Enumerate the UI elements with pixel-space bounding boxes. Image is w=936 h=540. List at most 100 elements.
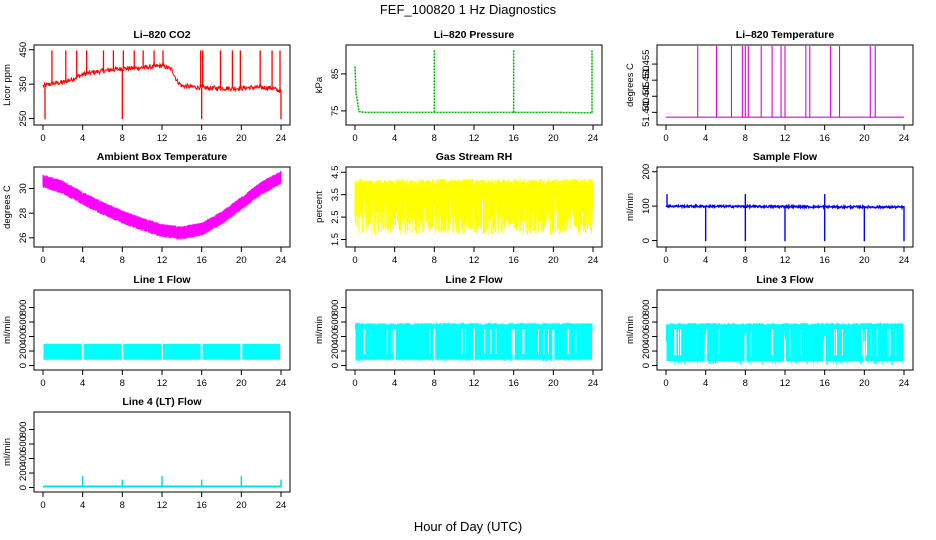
panel-title: Line 1 Flow xyxy=(133,274,191,286)
y-tick-label: 2.5 xyxy=(330,210,341,223)
panel-title: Li–820 Pressure xyxy=(434,29,515,41)
x-tick-label: 4 xyxy=(392,133,397,144)
x-tick-label: 20 xyxy=(236,500,247,511)
y-axis-label: degrees C xyxy=(2,185,13,229)
flow-band xyxy=(202,343,241,360)
x-tick-label: 8 xyxy=(120,255,125,266)
x-tick-label: 20 xyxy=(859,133,870,144)
y-axis-label: ml/min xyxy=(625,316,636,344)
x-tick-label: 12 xyxy=(157,255,168,266)
y-axis-label: degrees C xyxy=(625,63,636,107)
x-tick-label: 8 xyxy=(743,133,748,144)
x-tick-label: 20 xyxy=(236,378,247,389)
x-tick-label: 20 xyxy=(859,255,870,266)
x-tick-label: 24 xyxy=(899,255,910,266)
series-band xyxy=(42,171,282,240)
flow-band xyxy=(514,324,553,360)
x-tick-label: 0 xyxy=(352,255,357,266)
x-tick-label: 4 xyxy=(392,378,397,389)
y-tick-label: 600 xyxy=(641,314,652,330)
x-tick-label: 0 xyxy=(40,255,45,266)
panel-title: Sample Flow xyxy=(753,151,818,163)
x-tick-label: 16 xyxy=(508,378,519,389)
y-tick-label: 200 xyxy=(18,465,29,481)
x-tick-label: 8 xyxy=(120,133,125,144)
x-tick-label: 8 xyxy=(743,255,748,266)
y-tick-label: 800 xyxy=(641,300,652,316)
y-tick-label: 1.5 xyxy=(330,233,341,246)
x-tick-label: 0 xyxy=(663,133,668,144)
x-tick-label: 16 xyxy=(196,255,207,266)
chart-panel: Li–820 Pressure kPa 0 4 8 12 16 20 24 75 85 xyxy=(314,29,603,144)
panel-title: Li–820 Temperature xyxy=(736,29,835,41)
y-tick-label: 200 xyxy=(18,343,29,359)
series-line xyxy=(354,66,594,114)
x-tick-label: 4 xyxy=(80,255,85,266)
flow-band xyxy=(475,324,513,360)
x-tick-label: 4 xyxy=(80,378,85,389)
y-tick-label: 51.440 xyxy=(641,98,652,127)
x-tick-label: 12 xyxy=(469,255,480,266)
x-tick-label: 4 xyxy=(703,133,708,144)
x-tick-label: 12 xyxy=(780,255,791,266)
y-tick-label: 200 xyxy=(641,343,652,359)
y-axis-label: ml/min xyxy=(2,438,13,466)
y-tick-label: 30 xyxy=(18,183,29,194)
x-tick-label: 8 xyxy=(743,378,748,389)
x-tick-label: 24 xyxy=(276,378,287,389)
y-tick-label: 800 xyxy=(330,300,341,316)
y-tick-label: 400 xyxy=(18,329,29,345)
y-axis-label: percent xyxy=(314,191,325,223)
flow-band xyxy=(435,324,473,360)
x-tick-label: 24 xyxy=(588,378,599,389)
chart-panel: Line 2 Flow ml/min 0 4 8 12 16 20 24 0 20040060080… xyxy=(314,274,603,389)
x-tick-label: 0 xyxy=(663,378,668,389)
y-tick-label: 400 xyxy=(18,451,29,467)
y-tick-label: 85 xyxy=(330,69,341,80)
data-layer xyxy=(42,171,282,240)
x-tick-label: 16 xyxy=(819,133,830,144)
flow-band xyxy=(554,324,593,360)
y-axis-label: kPa xyxy=(314,76,325,93)
y-tick-label: 400 xyxy=(641,329,652,345)
panel-title: Line 2 Flow xyxy=(445,274,503,286)
chart-panel: Ambient Box Temperature degrees C 0 4 8 12 16 2… xyxy=(2,151,291,266)
x-tick-label: 16 xyxy=(508,133,519,144)
y-tick-label: 200 xyxy=(641,164,652,180)
x-tick-label: 16 xyxy=(819,255,830,266)
y-tick-label: 51.455 xyxy=(641,50,652,79)
panel-title: Ambient Box Temperature xyxy=(97,151,228,163)
y-tick-label: 600 xyxy=(330,314,341,330)
x-tick-label: 20 xyxy=(859,378,870,389)
x-tick-label: 24 xyxy=(899,133,910,144)
data-layer xyxy=(354,179,594,235)
series-line xyxy=(42,62,282,93)
y-axis-label: Licor ppm xyxy=(2,64,13,106)
chart-panel: Li–820 CO2 Licor ppm 0 4 8 12 16 20 24 250 350 450 xyxy=(2,29,291,144)
x-tick-label: 0 xyxy=(40,500,45,511)
y-tick-label: 51.450 xyxy=(641,66,652,95)
y-tick-label: 28 xyxy=(18,208,29,219)
flow-band xyxy=(355,324,394,360)
x-tick-label: 0 xyxy=(40,378,45,389)
x-tick-label: 8 xyxy=(120,500,125,511)
panel-title: Line 3 Flow xyxy=(756,274,814,286)
x-tick-label: 24 xyxy=(899,378,910,389)
x-tick-label: 20 xyxy=(236,255,247,266)
x-tick-label: 16 xyxy=(819,378,830,389)
y-tick-label: 250 xyxy=(18,111,29,127)
x-tick-label: 4 xyxy=(703,378,708,389)
x-tick-label: 8 xyxy=(432,133,437,144)
y-tick-label: 0 xyxy=(18,363,29,368)
x-tick-label: 12 xyxy=(469,133,480,144)
panel-title: Line 4 (LT) Flow xyxy=(122,396,202,408)
y-axis-label: ml/min xyxy=(625,193,636,221)
x-tick-label: 0 xyxy=(352,133,357,144)
flow-band xyxy=(395,324,434,360)
y-tick-label: 800 xyxy=(18,300,29,316)
chart-panel: Li–820 Temperature degrees C 0 4 8 12 16 20 24 51… xyxy=(625,29,914,144)
x-tick-label: 20 xyxy=(236,133,247,144)
x-tick-label: 24 xyxy=(588,133,599,144)
